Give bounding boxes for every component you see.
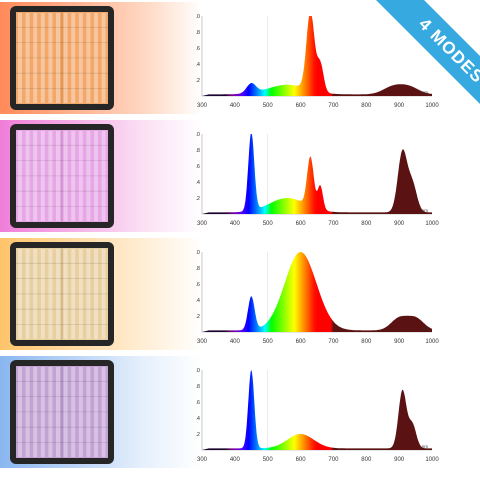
led-panel-1 [10,6,114,110]
y-tick-label: 0.8 [196,148,200,154]
y-tick-label: 0.4 [196,180,200,186]
x-tick-label: 700 [328,221,339,227]
spectrum-area [202,370,432,450]
x-tick-label: 1000 [425,457,439,463]
led-panel-2 [10,124,114,228]
y-tick-label: 0.8 [196,30,200,36]
x-tick-label: 700 [328,339,339,345]
x-tick-label: 1000 [425,221,439,227]
modes-badge: 4 MODES [350,0,480,130]
x-tick-label: 800 [361,457,372,463]
x-tick-label: 600 [296,221,307,227]
y-tick-label: 0.4 [196,298,200,304]
y-tick-label: 1.0 [196,250,200,256]
spectrum-chart-1: 0.2 0.4 0.6 0.8 1.0 300 400 500 600 700 800 900 1000… [192,4,446,114]
x-tick-label: 300 [197,103,208,109]
spectrum-area [202,252,432,332]
led-panel-3 [10,242,114,346]
y-tick-label: 0.6 [196,282,200,288]
y-tick-label: 0.6 [196,164,200,170]
x-tick-label: 300 [197,457,208,463]
x-tick-label: 900 [394,339,405,345]
spectrum-chart-4: 0.2 0.4 0.6 0.8 1.0 300 400 500 600 700 800 900 1000… [192,358,446,468]
y-tick-label: 0.8 [196,266,200,272]
y-tick-label: 0.4 [196,416,200,422]
y-tick-label: 0.2 [196,432,200,438]
x-tick-label: 800 [361,339,372,345]
led-panel-4 [10,360,114,464]
mode-row-2: 0.2 0.4 0.6 0.8 1.0 300 400 500 600 700 800 900 1000… [0,120,480,232]
spectrum-area [202,16,432,96]
x-tick-label: 700 [328,103,339,109]
y-tick-label: 1.0 [196,132,200,138]
y-tick-label: 1.0 [196,14,200,20]
x-tick-label: 600 [296,339,307,345]
x-tick-label: 700 [328,457,339,463]
x-tick-label: 900 [394,457,405,463]
x-tick-label: 300 [197,221,208,227]
x-tick-label: 800 [361,103,372,109]
x-tick-label: 400 [230,103,241,109]
x-tick-label: 1000 [425,339,439,345]
y-tick-label: 0.2 [196,78,200,84]
x-unit-label: nm [422,208,429,213]
y-tick-label: 0.4 [196,62,200,68]
y-tick-label: 0.6 [196,400,200,406]
x-unit-label: nm [422,326,429,331]
y-tick-label: 0.2 [196,196,200,202]
x-tick-label: 400 [230,457,241,463]
y-tick-label: 1.0 [196,368,200,374]
mode-row-3: 0.2 0.4 0.6 0.8 1.0 300 400 500 600 700 800 900 1000… [0,238,480,350]
spectrum-area [202,134,432,214]
x-unit-label: nm [422,444,429,449]
mode-row-4: 0.2 0.4 0.6 0.8 1.0 300 400 500 600 700 800 900 1000… [0,356,480,468]
x-tick-label: 600 [296,457,307,463]
x-tick-label: 500 [263,103,274,109]
x-tick-label: 500 [263,339,274,345]
spectrum-chart-2: 0.2 0.4 0.6 0.8 1.0 300 400 500 600 700 800 900 1000… [192,122,446,232]
y-tick-label: 0.2 [196,314,200,320]
x-tick-label: 800 [361,221,372,227]
x-tick-label: 300 [197,339,208,345]
x-tick-label: 500 [263,457,274,463]
x-tick-label: 1000 [425,103,439,109]
spectrum-chart-3: 0.2 0.4 0.6 0.8 1.0 300 400 500 600 700 800 900 1000… [192,240,446,350]
y-tick-label: 0.6 [196,46,200,52]
x-tick-label: 900 [394,103,405,109]
x-tick-label: 400 [230,339,241,345]
x-tick-label: 500 [263,221,274,227]
x-tick-label: 400 [230,221,241,227]
y-tick-label: 0.8 [196,384,200,390]
x-tick-label: 600 [296,103,307,109]
x-unit-label: nm [422,90,429,95]
modes-badge-label: 4 MODES [371,0,480,130]
x-tick-label: 900 [394,221,405,227]
